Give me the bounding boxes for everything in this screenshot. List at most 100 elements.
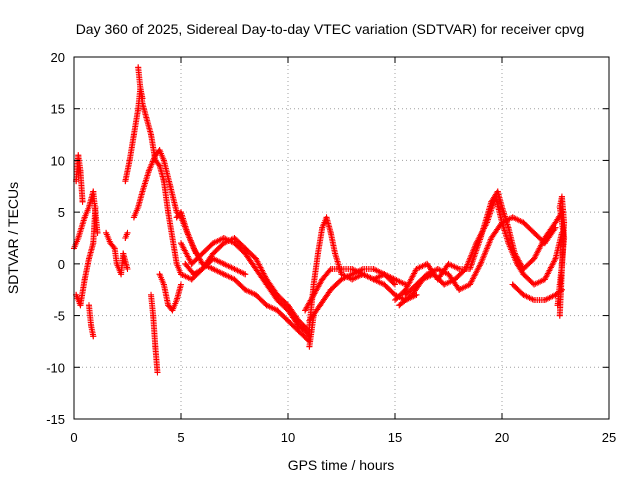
series-marks xyxy=(122,229,131,241)
x-axis-ticks: 0 5 10 15 20 25 xyxy=(70,57,616,445)
data-point xyxy=(484,219,491,226)
data-point xyxy=(156,271,163,278)
x-tick-label: 0 xyxy=(70,430,77,445)
y-tick-label: 10 xyxy=(51,153,65,168)
data-point xyxy=(445,271,452,278)
data-point xyxy=(402,291,409,298)
data-point xyxy=(462,266,469,273)
data-point xyxy=(210,250,217,257)
data-point xyxy=(531,297,538,304)
x-tick-label: 15 xyxy=(388,430,402,445)
y-tick-label: 20 xyxy=(51,50,65,65)
data-point xyxy=(263,302,270,309)
data-point xyxy=(285,302,291,309)
data-point xyxy=(392,297,398,304)
data-point xyxy=(556,312,563,319)
data-point xyxy=(124,266,131,273)
series-marks xyxy=(85,302,97,340)
data-point xyxy=(156,147,163,154)
y-tick-label: -15 xyxy=(46,412,65,427)
series-track-f xyxy=(122,229,131,241)
data-point xyxy=(263,276,270,283)
data-point xyxy=(456,266,463,273)
data-point xyxy=(488,235,495,241)
data-point xyxy=(139,100,146,107)
data-point xyxy=(434,266,441,273)
data-point xyxy=(323,214,330,221)
data-point xyxy=(85,302,92,309)
data-point xyxy=(130,214,137,221)
data-point xyxy=(130,131,137,138)
data-point xyxy=(473,240,480,247)
data-point xyxy=(531,255,538,262)
data-point xyxy=(120,250,127,257)
data-point xyxy=(359,266,366,273)
data-point xyxy=(552,255,559,262)
data-point xyxy=(88,322,95,329)
data-point xyxy=(310,281,317,288)
y-axis-ticks: -15 -10 -5 0 5 10 15 20 xyxy=(46,50,609,427)
data-point xyxy=(75,235,82,241)
data-point xyxy=(156,162,163,169)
data-point xyxy=(561,235,568,241)
data-point xyxy=(173,214,180,221)
series-marks xyxy=(122,85,184,278)
data-point xyxy=(317,302,324,309)
data-point xyxy=(231,235,238,241)
series-track-i xyxy=(135,64,146,102)
data-point xyxy=(477,260,484,267)
data-point xyxy=(169,235,176,241)
data-point xyxy=(107,240,114,247)
series-track-r xyxy=(306,266,409,324)
data-point xyxy=(242,286,249,293)
data-point xyxy=(413,281,420,288)
y-tick-label: -10 xyxy=(46,360,65,375)
data-point xyxy=(154,369,161,376)
x-axis-label: GPS time / hours xyxy=(288,457,395,473)
data-point xyxy=(81,276,88,283)
data-point xyxy=(552,224,559,231)
data-point xyxy=(520,291,527,298)
plot-frame xyxy=(73,56,610,420)
data-marks xyxy=(71,64,568,376)
data-point xyxy=(231,266,238,273)
data-point xyxy=(81,214,88,221)
data-point xyxy=(188,260,195,267)
chart-title: Day 360 of 2025, Sidereal Day-to-day VTE… xyxy=(76,21,585,37)
data-point xyxy=(220,240,227,247)
series-track-v xyxy=(402,214,559,298)
data-point xyxy=(150,312,157,319)
data-point xyxy=(338,266,345,273)
y-tick-label: 15 xyxy=(51,102,65,117)
data-point xyxy=(349,266,356,273)
data-point xyxy=(178,209,184,216)
data-point xyxy=(252,291,259,298)
data-point xyxy=(124,229,131,236)
data-point xyxy=(111,245,118,252)
data-point xyxy=(349,276,356,283)
data-point xyxy=(306,343,313,350)
data-point xyxy=(295,317,302,324)
data-point xyxy=(499,203,505,210)
data-point xyxy=(252,266,259,273)
data-point xyxy=(90,240,97,247)
y-axis-label: SDTVAR / TECUs xyxy=(5,182,21,294)
series-track-o xyxy=(178,255,249,283)
data-point xyxy=(308,328,315,335)
data-point xyxy=(113,260,120,267)
data-point xyxy=(160,178,167,185)
data-point xyxy=(122,178,129,185)
data-point xyxy=(231,276,238,283)
data-point xyxy=(445,260,452,267)
series-marks xyxy=(135,64,146,102)
data-point xyxy=(139,188,146,195)
data-point xyxy=(541,297,548,304)
data-point xyxy=(178,281,184,288)
data-point xyxy=(370,276,377,283)
data-point xyxy=(381,281,388,288)
data-point xyxy=(148,131,155,138)
data-point xyxy=(199,266,206,273)
data-point xyxy=(319,276,326,283)
data-point xyxy=(126,157,133,164)
